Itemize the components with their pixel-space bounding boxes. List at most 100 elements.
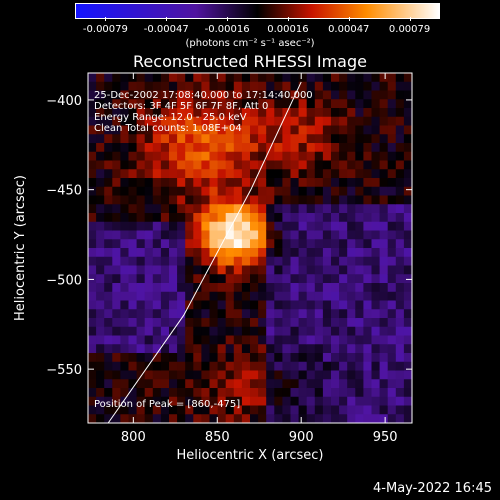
heatmap-cell [322, 125, 332, 135]
heatmap-cell [225, 309, 235, 319]
heatmap-cell [290, 99, 300, 109]
heatmap-cell [88, 353, 97, 363]
heatmap-cell [266, 125, 275, 135]
heatmap-cell [128, 178, 138, 188]
heatmap-cell [274, 134, 283, 144]
heatmap-cell [96, 344, 105, 354]
heatmap-cell [136, 195, 146, 205]
heatmap-cell [258, 151, 267, 162]
heatmap-cell [282, 361, 292, 372]
heatmap-cell [233, 283, 243, 293]
heatmap-cell [290, 396, 300, 407]
heatmap-cell [88, 318, 97, 328]
heatmap-cell [306, 213, 316, 223]
heatmap-cell [331, 414, 340, 423]
heatmap-cell [104, 195, 113, 205]
heatmap-cell [241, 248, 251, 258]
heatmap-cell [331, 256, 340, 267]
heatmap-cell [96, 213, 105, 223]
heatmap-cell [152, 414, 162, 423]
heatmap-cell [120, 414, 130, 423]
heatmap-cell [322, 230, 332, 240]
heatmap-cell [152, 405, 162, 415]
heatmap-cell [169, 151, 178, 162]
heatmap-cell [403, 160, 412, 170]
heatmap-cell [355, 265, 364, 275]
heatmap-cell [250, 230, 259, 240]
heatmap-cell [112, 370, 121, 380]
heatmap-cell [233, 169, 243, 179]
heatmap-cell [169, 318, 178, 328]
heatmap-cell [347, 81, 356, 92]
heatmap-cell [169, 134, 178, 144]
heatmap-cell [339, 204, 348, 214]
heatmap-cell [169, 265, 178, 275]
heatmap-cell [347, 248, 356, 258]
heatmap-cell [355, 300, 364, 310]
heatmap-cell [104, 326, 113, 337]
heatmap-cell [169, 213, 178, 223]
heatmap-cell [355, 248, 364, 258]
heatmap-cell [177, 318, 186, 328]
heatmap-cell [331, 274, 340, 284]
heatmap-cell [241, 195, 251, 205]
heatmap-cell [233, 160, 243, 170]
heatmap-cell [209, 396, 219, 407]
heatmap-cell [233, 204, 243, 214]
heatmap-cell [387, 388, 397, 398]
heatmap-cell [160, 335, 170, 345]
heatmap-cell [96, 195, 105, 205]
heatmap-cell [387, 344, 397, 354]
heatmap-cell [395, 178, 405, 188]
heatmap-cell [339, 151, 348, 162]
heatmap-cell [193, 221, 202, 232]
heatmap-cell [403, 370, 412, 380]
heatmap-cell [331, 353, 340, 363]
heatmap-cell [209, 169, 219, 179]
heatmap-cell [225, 388, 235, 398]
heatmap-cell [258, 169, 267, 179]
heatmap-cell [136, 414, 146, 423]
heatmap-cell [306, 151, 316, 162]
heatmap-cell [403, 213, 412, 223]
heatmap-cell [177, 143, 186, 153]
heatmap-cell [379, 230, 389, 240]
heatmap-cell [339, 335, 348, 345]
heatmap-cell [201, 405, 211, 415]
heatmap-cell [298, 116, 308, 127]
heatmap-cell [193, 134, 202, 144]
heatmap-cell [96, 414, 105, 423]
heatmap-cell [136, 221, 146, 232]
heatmap-cell [128, 405, 138, 415]
heatmap-cell [250, 248, 259, 258]
heatmap-cell [201, 388, 211, 398]
heatmap-cell [185, 73, 194, 83]
heatmap-cell [185, 151, 194, 162]
heatmap-cell [96, 248, 105, 258]
heatmap-cell [193, 108, 202, 118]
heatmap-cell [379, 265, 389, 275]
heatmap-cell [258, 265, 267, 275]
heatmap-cell [379, 108, 389, 118]
heatmap-cell [96, 143, 105, 153]
heatmap-cell [395, 151, 405, 162]
heatmap-cell [355, 335, 364, 345]
heatmap-cell [339, 195, 348, 205]
heatmap-cell [144, 326, 154, 337]
heatmap-cell [185, 388, 194, 398]
heatmap-cell [217, 99, 227, 109]
heatmap-cell [339, 300, 348, 310]
heatmap-cell [120, 291, 130, 302]
heatmap-cell [387, 318, 397, 328]
heatmap-cell [274, 309, 283, 319]
heatmap-cell [250, 300, 259, 310]
heatmap-cell [193, 265, 202, 275]
heatmap-cell [88, 143, 97, 153]
heatmap-cell [290, 178, 300, 188]
heatmap-cell [403, 125, 412, 135]
heatmap-cell [88, 90, 97, 100]
heatmap-cell [233, 300, 243, 310]
heatmap-cell [209, 265, 219, 275]
heatmap-cell [290, 361, 300, 372]
heatmap-cell [258, 326, 267, 337]
